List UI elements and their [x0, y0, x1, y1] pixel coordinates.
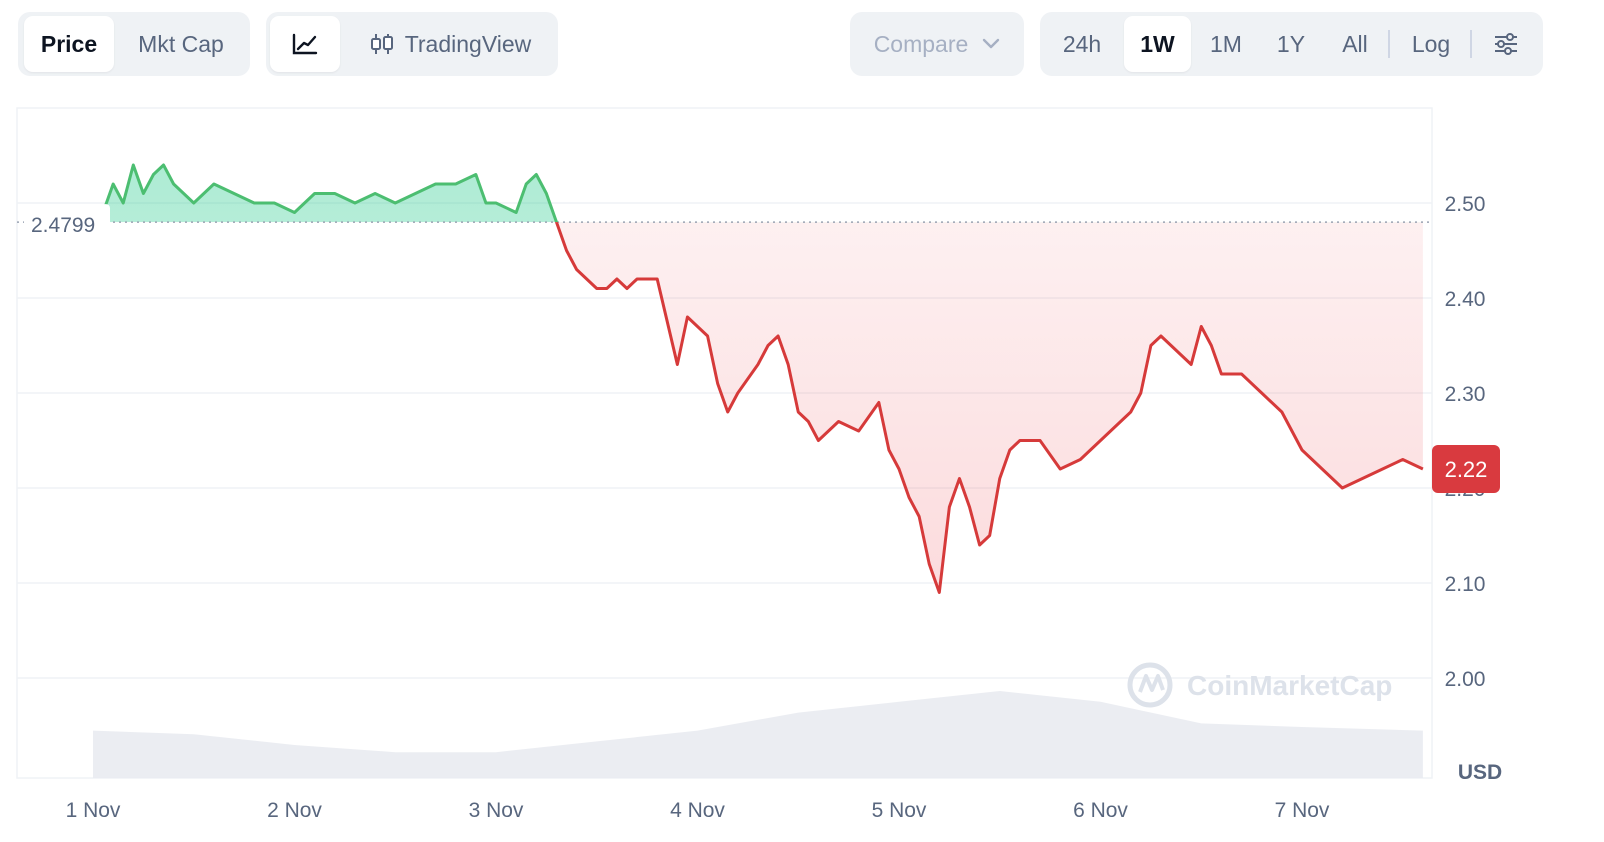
- range-24h[interactable]: 24h: [1062, 30, 1102, 57]
- current-price-label: 2.22: [1445, 457, 1488, 482]
- view-tabs: Price Mkt Cap: [18, 12, 250, 76]
- currency-label: USD: [1458, 761, 1502, 784]
- compare-dropdown[interactable]: Compare: [850, 12, 1024, 76]
- y-tick-label: 2.40: [1445, 288, 1486, 311]
- x-tick-label: 5 Nov: [872, 799, 927, 822]
- range-selector: 24h 1W 1M 1Y All Log: [1040, 12, 1543, 76]
- price-line-up: [96, 163, 559, 223]
- tab-price[interactable]: Price: [24, 16, 114, 72]
- tradingview-button[interactable]: TradingView: [350, 16, 550, 72]
- chart-style-toggle: TradingView: [266, 12, 558, 76]
- compare-label: Compare: [873, 30, 969, 57]
- area-above-baseline: [93, 165, 1423, 223]
- log-toggle[interactable]: Log: [1411, 30, 1451, 57]
- tradingview-label: TradingView: [404, 30, 532, 57]
- baseline-label-bg: [24, 204, 110, 235]
- x-tick-label: 1 Nov: [66, 799, 121, 822]
- watermark-text: CoinMarketCap: [1187, 670, 1392, 701]
- price-line-down: [91, 222, 1424, 594]
- baseline-label: 2.4799: [31, 214, 95, 237]
- candlestick-icon: [370, 34, 393, 54]
- cmc-logo-icon: [1127, 662, 1173, 708]
- line-chart-button[interactable]: [270, 16, 340, 72]
- chevron-down-icon: [983, 38, 1000, 49]
- line-chart-icon: [292, 33, 318, 55]
- volume-area: [93, 691, 1423, 778]
- settings-button[interactable]: [1478, 16, 1534, 72]
- range-divider: [1388, 30, 1390, 58]
- compare-label-wrap: Compare: [858, 16, 1016, 72]
- y-tick-label: 2.00: [1445, 668, 1486, 691]
- x-tick-label: 2 Nov: [267, 799, 322, 822]
- range-1y[interactable]: 1Y: [1276, 30, 1306, 57]
- sliders-icon: [1495, 33, 1517, 55]
- x-tick-label: 7 Nov: [1275, 799, 1330, 822]
- cmc-logo-mark: [1138, 674, 1165, 693]
- y-tick-label: 2.10: [1445, 573, 1486, 596]
- x-tick-label: 4 Nov: [670, 799, 725, 822]
- x-tick-label: 6 Nov: [1073, 799, 1128, 822]
- watermark: CoinMarketCap: [1127, 662, 1392, 708]
- log-divider: [1470, 30, 1472, 58]
- range-1w[interactable]: 1W: [1124, 16, 1191, 72]
- tab-mkt-cap[interactable]: Mkt Cap: [138, 30, 224, 57]
- y-tick-label: 2.30: [1445, 383, 1486, 406]
- range-1m[interactable]: 1M: [1210, 30, 1242, 57]
- area-below-baseline: [93, 222, 1423, 593]
- y-tick-label: 2.50: [1445, 193, 1486, 216]
- x-tick-label: 3 Nov: [469, 799, 524, 822]
- current-price-badge: [1432, 445, 1500, 493]
- range-all[interactable]: All: [1342, 30, 1368, 57]
